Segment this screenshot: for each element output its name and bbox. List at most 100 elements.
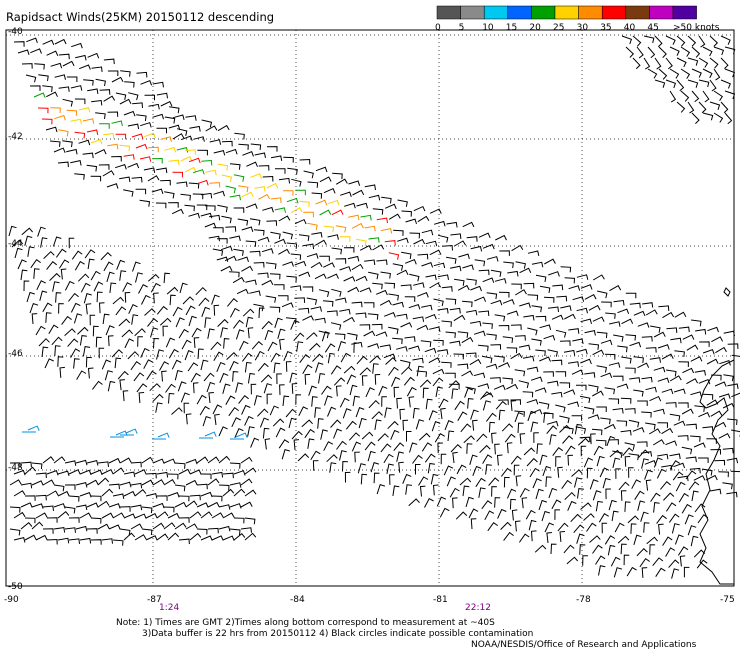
wind-barb bbox=[167, 532, 180, 541]
wind-barb bbox=[111, 76, 124, 83]
wind-barb bbox=[430, 473, 439, 485]
wind-barb bbox=[291, 178, 302, 187]
wind-barb bbox=[396, 397, 402, 409]
wind-barb bbox=[720, 35, 731, 45]
wind-barb bbox=[576, 307, 588, 314]
wind-barb bbox=[449, 307, 461, 314]
wind-barb bbox=[355, 275, 368, 282]
wind-barb bbox=[141, 528, 153, 536]
wind-barb bbox=[168, 348, 179, 359]
wind-barb bbox=[557, 466, 563, 478]
wind-barb bbox=[46, 91, 58, 98]
wind-barb bbox=[62, 60, 75, 67]
wind-barb bbox=[196, 528, 208, 535]
wind-barb bbox=[345, 420, 357, 430]
wind-barb bbox=[526, 366, 539, 373]
wind-barb bbox=[26, 37, 38, 43]
wind-barb bbox=[200, 535, 213, 541]
wind-barb bbox=[448, 380, 460, 389]
wind-barb bbox=[678, 361, 689, 368]
wind-barb bbox=[493, 384, 506, 391]
wind-barb bbox=[103, 261, 114, 272]
wind-barb bbox=[298, 307, 310, 314]
wind-barb bbox=[720, 101, 729, 114]
wind-barb bbox=[307, 181, 319, 188]
wind-barb bbox=[281, 302, 294, 308]
wind-barb bbox=[306, 253, 319, 259]
wind-barb bbox=[290, 319, 300, 330]
wind-barb bbox=[70, 348, 81, 358]
wind-barb bbox=[74, 131, 86, 139]
lat-label: -50 bbox=[8, 582, 23, 592]
wind-barb bbox=[680, 68, 691, 79]
wind-barb bbox=[258, 193, 270, 200]
wind-barb bbox=[675, 481, 686, 492]
wind-barb bbox=[677, 475, 689, 482]
wind-barb bbox=[710, 448, 721, 455]
wind-barb bbox=[691, 68, 702, 78]
wind-barb bbox=[70, 118, 82, 125]
wind-barb bbox=[351, 222, 364, 229]
wind-barb bbox=[429, 249, 442, 256]
wind-barb bbox=[523, 282, 535, 289]
wind-barb bbox=[543, 412, 550, 423]
wind-barb bbox=[461, 336, 474, 344]
wind-barb bbox=[192, 169, 205, 175]
wind-barb bbox=[473, 372, 486, 379]
wind-barb bbox=[58, 303, 64, 314]
wind-barb bbox=[428, 357, 441, 364]
wind-barb bbox=[495, 400, 507, 410]
wind-barb bbox=[547, 380, 559, 387]
wind-barb bbox=[479, 444, 491, 453]
wind-barb bbox=[451, 388, 459, 399]
wind-barb bbox=[720, 79, 731, 89]
wind-barb bbox=[174, 369, 183, 381]
wind-barb bbox=[241, 191, 254, 198]
wind-barb bbox=[112, 467, 125, 475]
wind-barb bbox=[156, 92, 168, 99]
wind-barb bbox=[694, 503, 706, 513]
wind-barb bbox=[17, 49, 30, 55]
wind-barb bbox=[42, 505, 54, 511]
wind-barb bbox=[177, 381, 187, 392]
wind-barb bbox=[444, 420, 454, 431]
wind-barb bbox=[723, 330, 735, 337]
wind-barb bbox=[299, 353, 311, 364]
wind-barb bbox=[422, 387, 429, 399]
wind-barb bbox=[617, 345, 628, 353]
wind-barb bbox=[698, 378, 711, 385]
wind-barb bbox=[130, 461, 142, 468]
wind-barb bbox=[514, 520, 521, 532]
wind-barb bbox=[653, 408, 665, 415]
wind-barb bbox=[335, 385, 342, 397]
wind-barb bbox=[654, 79, 666, 88]
wind-barb bbox=[229, 503, 242, 509]
wind-barb bbox=[257, 408, 269, 417]
wind-barb bbox=[26, 291, 35, 303]
wind-barb bbox=[385, 356, 397, 365]
wind-barb bbox=[563, 426, 574, 434]
wind-barb bbox=[623, 554, 630, 566]
wind-barb bbox=[334, 333, 346, 340]
wind-barb bbox=[318, 330, 329, 339]
wind-barb bbox=[442, 244, 453, 251]
wind-barb bbox=[140, 347, 150, 358]
wind-barb bbox=[127, 123, 140, 130]
wind-barb bbox=[185, 149, 196, 155]
wind-barb bbox=[150, 282, 161, 293]
wind-barb bbox=[112, 493, 125, 499]
wind-barb bbox=[91, 66, 103, 72]
wind-barb bbox=[567, 401, 580, 407]
wind-barb bbox=[229, 163, 241, 170]
wind-barb bbox=[360, 214, 372, 221]
wind-barb bbox=[669, 90, 677, 103]
wind-barb bbox=[463, 435, 475, 444]
wind-barb bbox=[653, 457, 663, 468]
wind-barb bbox=[310, 306, 322, 312]
wind-barb bbox=[205, 169, 217, 176]
wind-barb bbox=[466, 443, 473, 454]
wind-barb bbox=[319, 176, 332, 183]
wind-barb bbox=[335, 297, 347, 304]
wind-barb bbox=[89, 314, 96, 326]
wind-barb bbox=[185, 458, 198, 465]
